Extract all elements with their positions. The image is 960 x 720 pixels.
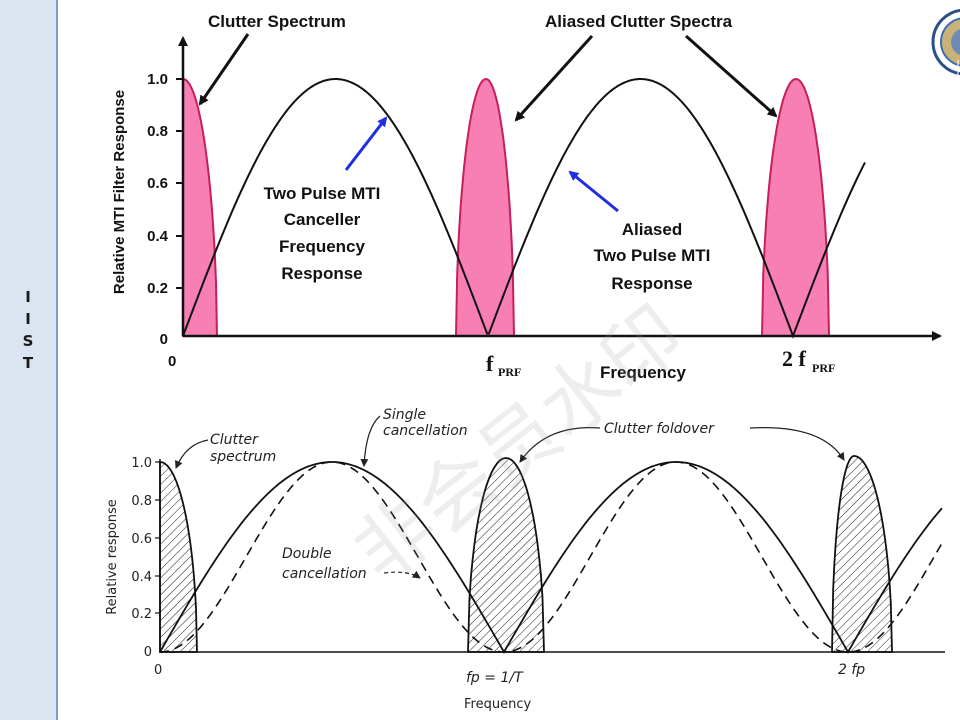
svg-text:Aliased: Aliased — [622, 220, 682, 239]
svg-text:PRF: PRF — [498, 365, 521, 379]
svg-text:Two Pulse MTI: Two Pulse MTI — [594, 246, 711, 265]
clutter-foldover-hatched — [831, 455, 893, 653]
y-tick-labels: 1.0 0.8 0.6 0.4 0.2 0 — [131, 456, 152, 660]
double-cancellation-curve — [159, 461, 943, 653]
clutter-spectrum-arrow — [175, 439, 209, 469]
y-tick-label: 0 — [144, 645, 152, 660]
y-tick-label: 0.6 — [147, 175, 168, 192]
y-axis-label: Relative MTI Filter Response — [111, 90, 128, 294]
clutter-spectrum-arrow — [198, 33, 250, 106]
svg-text:cancellation: cancellation — [282, 566, 367, 582]
y-tick-label: 0.8 — [147, 123, 168, 140]
clutter-spectrum-shape — [182, 77, 219, 337]
clutter-spectrum-label: Clutter Spectrum — [208, 12, 346, 31]
x-tick-label-fprf: f PRF — [486, 351, 521, 379]
y-tick-label: 0.2 — [131, 607, 152, 622]
canceller-label: Two Pulse MTI Canceller Frequency Respon… — [264, 184, 381, 283]
clutter-spectrum-hatched — [159, 461, 198, 653]
aliased-clutter-arrow-1 — [514, 34, 594, 122]
canceller-arrow — [344, 116, 388, 171]
y-axis-label: Relative response — [105, 499, 120, 615]
x-tick-label-fp: fp = 1/T — [466, 670, 524, 686]
svg-text:Response: Response — [611, 274, 692, 293]
y-ticks — [176, 78, 183, 289]
x-axis-label: Frequency — [600, 363, 687, 382]
logo — [931, 8, 960, 76]
y-tick-label: 0.2 — [147, 280, 168, 297]
x-tick-label-2fprf: 2 f PRF — [782, 346, 835, 375]
bottom-chart: 1.0 0.8 0.6 0.4 0.2 0 Relative response … — [105, 407, 945, 712]
svg-text:2 f: 2 f — [782, 346, 807, 371]
double-cancellation-label: Double cancellation — [282, 546, 367, 582]
aliased-mti-label: Aliased Two Pulse MTI Response — [594, 220, 711, 293]
y-tick-label: 1.0 — [131, 456, 152, 471]
mti-response-curve — [182, 78, 866, 339]
sidebar-letter: S — [22, 332, 34, 350]
svg-text:Response: Response — [281, 264, 362, 283]
svg-text:Canceller: Canceller — [284, 210, 361, 229]
svg-text:Clutter: Clutter — [210, 432, 259, 448]
sidebar-letter: I — [25, 288, 31, 306]
y-tick-label: 1.0 — [147, 71, 168, 88]
aliased-mti-arrow — [568, 170, 619, 213]
clutter-spectrum-label: Clutter spectrum — [210, 432, 276, 465]
clutter-foldover-arrow-1 — [519, 427, 601, 463]
y-tick-label: 0.8 — [131, 494, 152, 509]
x-axis-label: Frequency — [464, 697, 531, 712]
y-tick-label: 0 — [160, 331, 168, 348]
sidebar-letters: I I S T — [0, 286, 56, 374]
svg-text:Double: Double — [282, 546, 332, 562]
svg-text:Single: Single — [383, 407, 426, 423]
clutter-foldover-label: Clutter foldover — [604, 421, 715, 437]
single-cancellation-label: Single cancellation — [383, 407, 468, 439]
x-tick-label-2fp: 2 fp — [838, 662, 865, 678]
single-cancellation-arrow — [360, 415, 381, 467]
aliased-clutter-arrow-2 — [685, 34, 778, 118]
clutter-foldover-hatched — [467, 457, 545, 653]
y-tick-label: 0.4 — [147, 228, 169, 245]
aliased-clutter-label: Aliased Clutter Spectra — [545, 12, 733, 31]
double-cancellation-arrow — [383, 570, 421, 579]
svg-text:PRF: PRF — [812, 361, 835, 375]
svg-text:Frequency: Frequency — [279, 237, 366, 256]
y-ticks — [155, 461, 160, 614]
x-tick-label-zero: 0 — [154, 663, 162, 678]
sidebar-letter: I — [25, 310, 31, 328]
top-chart: 1.0 0.8 0.6 0.4 0.2 0 Relative MTI Filte… — [111, 12, 942, 382]
x-tick-label-zero: 0 — [168, 353, 176, 370]
y-tick-labels: 1.0 0.8 0.6 0.4 0.2 0 — [147, 71, 169, 348]
single-cancellation-curve — [159, 461, 943, 654]
svg-text:f: f — [486, 351, 494, 376]
y-tick-label: 0.6 — [131, 532, 152, 547]
svg-text:spectrum: spectrum — [210, 449, 276, 465]
y-tick-label: 0.4 — [131, 570, 152, 585]
svg-text:cancellation: cancellation — [383, 423, 468, 439]
sidebar-letter: T — [22, 354, 34, 372]
sidebar: I I S T — [0, 0, 58, 720]
svg-text:Two Pulse MTI: Two Pulse MTI — [264, 184, 381, 203]
aliased-clutter-shape — [760, 77, 831, 337]
clutter-foldover-arrow-2 — [749, 427, 845, 461]
aliased-clutter-shape — [454, 77, 516, 337]
